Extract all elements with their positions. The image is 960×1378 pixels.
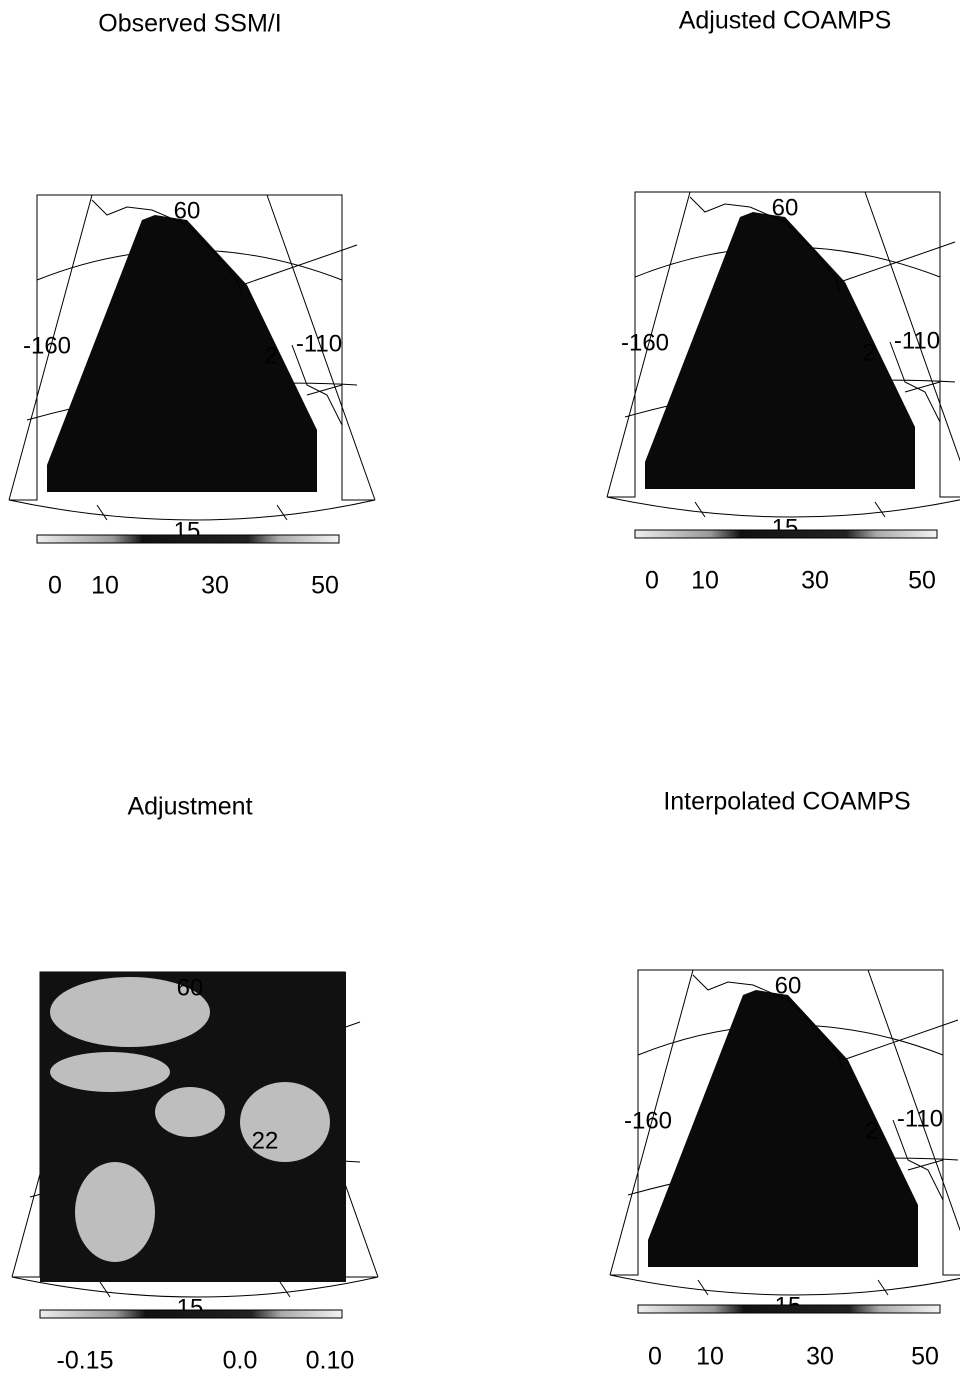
colorbar-label: 30 bbox=[201, 572, 229, 600]
map-label: -160 bbox=[621, 329, 669, 356]
data-region bbox=[47, 215, 317, 492]
map-label: 60 bbox=[174, 197, 201, 224]
colorbar bbox=[36, 534, 340, 544]
panel-title: Observed SSM/I bbox=[98, 10, 281, 38]
map-label: 2 bbox=[862, 339, 875, 366]
colorbar bbox=[637, 1304, 941, 1314]
coastline bbox=[692, 974, 944, 1201]
colorbar-label: 10 bbox=[91, 572, 119, 600]
map-label: 60 bbox=[177, 974, 204, 1001]
colorbar bbox=[634, 529, 938, 539]
adjustment-blob bbox=[50, 977, 210, 1047]
colorbar-label: 0.0 bbox=[223, 1347, 258, 1375]
colorbar-label: 50 bbox=[908, 567, 936, 595]
panel-title: Interpolated COAMPS bbox=[663, 788, 910, 816]
colorbar-label: 50 bbox=[311, 572, 339, 600]
panel-title: Adjusted COAMPS bbox=[679, 7, 892, 35]
colorbar-label: -0.15 bbox=[57, 1347, 114, 1375]
map-outline bbox=[609, 969, 960, 1296]
colorbar bbox=[39, 1309, 343, 1319]
map-outline bbox=[8, 194, 376, 521]
data-region bbox=[648, 990, 918, 1267]
map-label: -110 bbox=[894, 327, 940, 354]
colorbar-label: 10 bbox=[696, 1343, 724, 1371]
map-label: 22 bbox=[252, 1127, 279, 1154]
map-label: 2 bbox=[865, 1117, 878, 1144]
colorbar-label: 50 bbox=[911, 1343, 939, 1371]
map-label: -160 bbox=[624, 1107, 672, 1134]
map-label: -160 bbox=[23, 332, 71, 359]
colorbar-label: 0 bbox=[648, 1343, 662, 1371]
panel-title: Adjustment bbox=[127, 793, 252, 821]
colorbar-label: 0.10 bbox=[306, 1347, 355, 1375]
colorbar-label: 30 bbox=[806, 1343, 834, 1371]
map-outline bbox=[606, 191, 960, 518]
map-label: -110 bbox=[296, 330, 342, 357]
coastline bbox=[689, 196, 941, 423]
map-label: 60 bbox=[775, 972, 802, 999]
map-label: -110 bbox=[897, 1105, 943, 1132]
data-region bbox=[645, 212, 915, 489]
adjustment-blob bbox=[240, 1082, 330, 1162]
adjustment-blob bbox=[75, 1162, 155, 1262]
colorbar-label: 0 bbox=[48, 572, 62, 600]
map-label: 2 bbox=[264, 342, 277, 369]
adjustment-blob bbox=[155, 1087, 225, 1137]
adjustment-blob bbox=[50, 1052, 170, 1092]
colorbar-label: 30 bbox=[801, 567, 829, 595]
colorbar-label: 10 bbox=[691, 567, 719, 595]
map-label: 60 bbox=[772, 194, 799, 221]
coastline bbox=[91, 199, 343, 426]
map-outline bbox=[11, 971, 379, 1298]
colorbar-label: 0 bbox=[645, 567, 659, 595]
